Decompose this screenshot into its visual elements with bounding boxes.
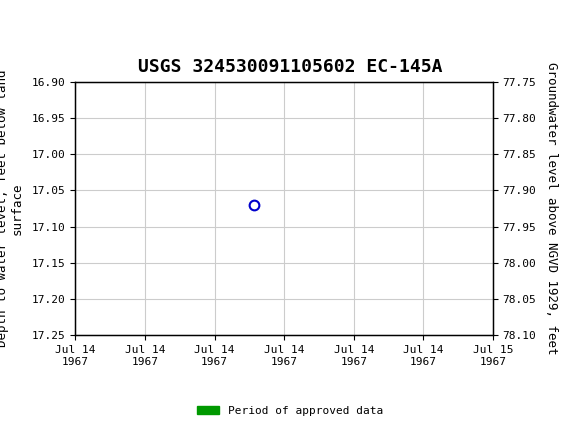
Y-axis label: Depth to water level, feet below land
surface: Depth to water level, feet below land su… xyxy=(0,70,24,347)
Text: ▒USGS: ▒USGS xyxy=(9,15,67,37)
Text: USGS 324530091105602 EC-145A: USGS 324530091105602 EC-145A xyxy=(138,58,442,76)
Legend: Period of approved data: Period of approved data xyxy=(193,401,387,420)
Y-axis label: Groundwater level above NGVD 1929, feet: Groundwater level above NGVD 1929, feet xyxy=(545,62,558,355)
